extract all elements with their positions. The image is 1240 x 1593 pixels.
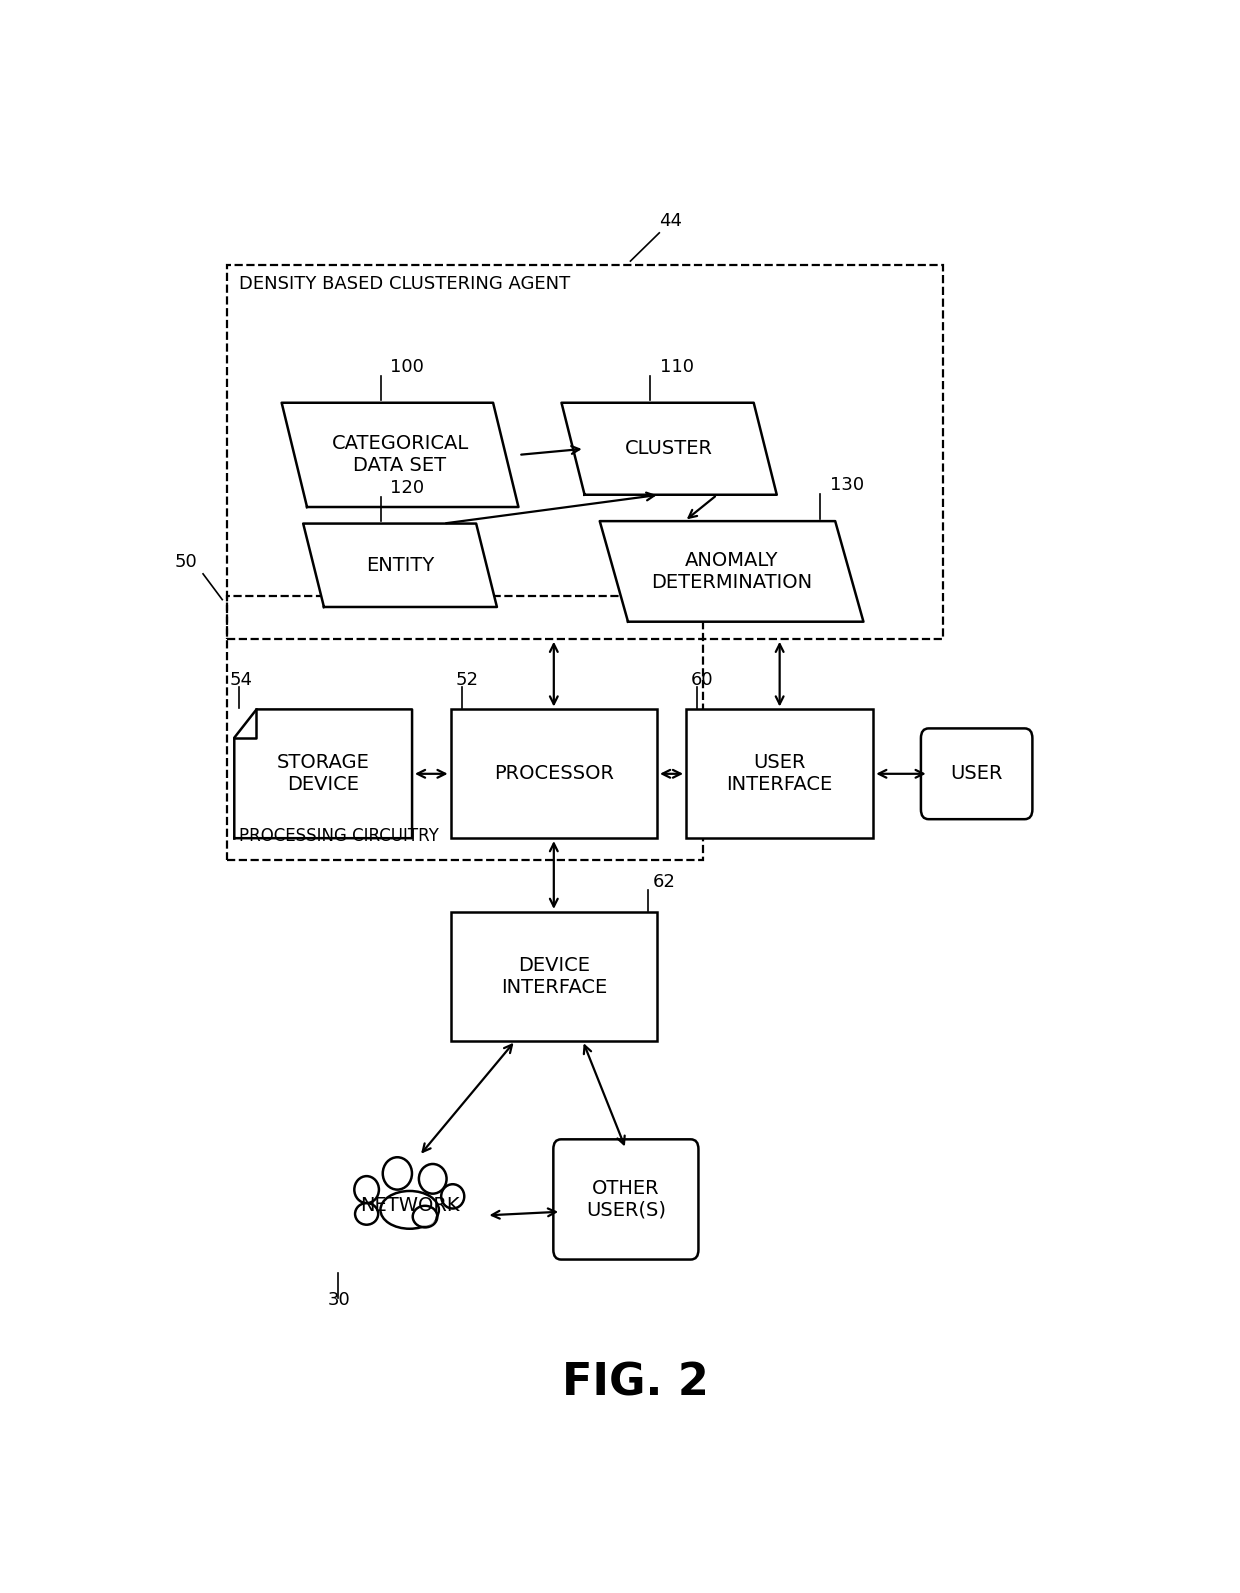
Text: 60: 60 [691, 671, 713, 688]
Text: DEVICE
INTERFACE: DEVICE INTERFACE [501, 956, 606, 997]
FancyBboxPatch shape [553, 1139, 698, 1260]
Ellipse shape [384, 1160, 409, 1187]
Text: 62: 62 [652, 873, 676, 890]
Polygon shape [304, 524, 497, 607]
Text: 52: 52 [455, 671, 479, 688]
Bar [450, 911, 657, 1040]
Text: 110: 110 [660, 358, 693, 376]
Text: NETWORK: NETWORK [360, 1196, 459, 1215]
Bar [227, 596, 703, 860]
Text: USER: USER [950, 765, 1003, 784]
Text: OTHER
USER(S): OTHER USER(S) [585, 1179, 666, 1220]
Text: PROCESSING CIRCUITRY: PROCESSING CIRCUITRY [238, 827, 439, 844]
Ellipse shape [355, 1203, 378, 1225]
Text: 54: 54 [229, 671, 253, 688]
Text: USER
INTERFACE: USER INTERFACE [727, 753, 833, 795]
Ellipse shape [357, 1204, 377, 1223]
Text: 30: 30 [327, 1290, 351, 1309]
Text: 50: 50 [174, 553, 197, 572]
Text: PROCESSOR: PROCESSOR [494, 765, 614, 784]
Polygon shape [281, 403, 518, 507]
FancyBboxPatch shape [921, 728, 1033, 819]
Text: FIG. 2: FIG. 2 [562, 1362, 709, 1405]
Text: 100: 100 [391, 358, 424, 376]
Ellipse shape [413, 1206, 438, 1227]
Bar [227, 264, 942, 639]
Text: DENSITY BASED CLUSTERING AGENT: DENSITY BASED CLUSTERING AGENT [238, 274, 570, 293]
Ellipse shape [355, 1176, 379, 1203]
Bar [686, 709, 873, 838]
Polygon shape [562, 403, 776, 495]
Text: ANOMALY
DETERMINATION: ANOMALY DETERMINATION [651, 551, 812, 593]
Ellipse shape [414, 1207, 435, 1225]
Ellipse shape [356, 1179, 377, 1201]
Text: ENTITY: ENTITY [366, 556, 434, 575]
Polygon shape [600, 521, 863, 621]
Ellipse shape [381, 1192, 439, 1228]
Ellipse shape [383, 1157, 412, 1190]
Ellipse shape [443, 1187, 463, 1206]
Text: STORAGE
DEVICE: STORAGE DEVICE [277, 753, 370, 795]
Text: 120: 120 [391, 479, 424, 497]
Text: CLUSTER: CLUSTER [625, 440, 713, 459]
Text: 130: 130 [830, 476, 864, 494]
Text: 44: 44 [660, 212, 682, 231]
Ellipse shape [419, 1164, 446, 1193]
Bar [450, 709, 657, 838]
Text: CATEGORICAL
DATA SET: CATEGORICAL DATA SET [331, 435, 469, 475]
Ellipse shape [441, 1184, 464, 1209]
Polygon shape [234, 709, 412, 838]
Ellipse shape [420, 1166, 444, 1192]
